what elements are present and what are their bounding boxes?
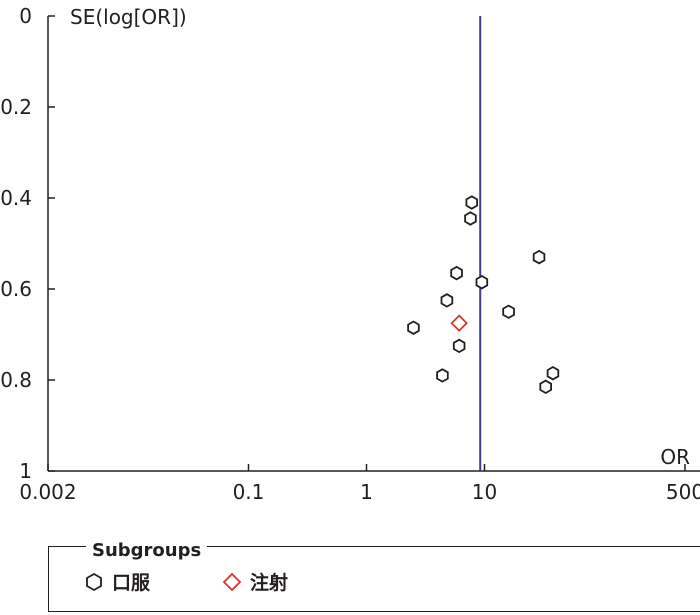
data-point-oral [407,320,420,335]
x-tick-label: 1 [360,480,373,504]
y-axis-title: SE(log[OR]) [70,5,187,29]
data-point-oral [452,338,466,354]
data-point-oral [436,368,449,383]
hexagon-marker-icon [86,572,102,591]
funnel-plot: 00.20.40.60.810.002 0.1 1 10 500 SE(log[OR])… [0,4,700,504]
data-point-oral [450,265,463,281]
y-tick-label: 1 [19,459,32,483]
legend-label-injection: 注射 [250,572,289,594]
legend-label-oral: 口服 [112,572,151,594]
data-point-oral [465,195,479,210]
x-tick-label: 10 [472,480,497,504]
x-tick-label: 0.002 [19,480,76,504]
legend-title: Subgroups [86,540,208,561]
axes: 00.20.40.60.810.002 0.1 1 10 500 [0,4,700,504]
legend-item-injection: 注射 [222,568,288,595]
x-tick-label: 0.1 [233,480,265,504]
x-axis-title: OR [660,445,690,469]
data-point-oral [539,379,552,395]
y-tick-label: 0.2 [0,95,32,119]
data-point-oral [532,249,546,265]
y-tick-label: 0.8 [0,368,32,392]
points-group [407,195,560,395]
legend-box [48,546,700,612]
data-point-oral [475,274,489,290]
x-tick-label: 500 [666,480,700,504]
y-tick-label: 0 [19,4,32,28]
y-tick-label: 0.6 [0,277,32,301]
data-point-oral [440,293,454,308]
data-point-oral [464,211,477,226]
diamond-marker-icon [222,572,242,591]
data-point-oral [502,304,515,319]
legend-item-oral: 口服 [84,568,150,595]
y-tick-label: 0.4 [0,186,32,210]
data-point-oral [546,365,560,381]
data-point-injection [450,314,468,332]
